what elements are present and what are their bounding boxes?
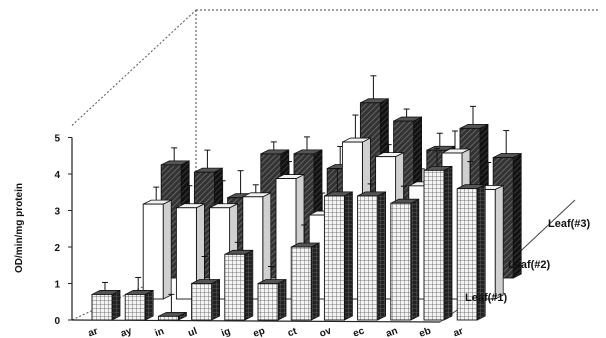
y-tick-label: 4	[54, 170, 60, 181]
x-tick-label: eb	[418, 325, 433, 338]
legend-label: Leaf(#3)	[548, 218, 591, 230]
bar-side	[377, 191, 386, 321]
bar	[290, 224, 320, 321]
x-tick-label: ul	[187, 326, 199, 338]
bar-side	[344, 191, 353, 321]
legend: Leaf(#1) Leaf(#2) Leaf(#3)	[465, 218, 591, 304]
y-tick-label: 3	[54, 207, 60, 218]
x-tick-label: ig	[220, 326, 232, 338]
y-tick-label: 2	[54, 243, 60, 254]
x-tick-label: ar	[87, 326, 100, 338]
x-tick-label: in	[153, 326, 165, 338]
bar-side	[443, 165, 453, 321]
bar-side	[111, 289, 121, 321]
x-tick-label: ov	[318, 325, 333, 338]
bar-front	[91, 294, 113, 321]
x-axis: ar ay in ul ig ep ct ov ec an eb ar	[71, 319, 465, 338]
bar-front	[257, 283, 279, 321]
bar-side	[410, 198, 420, 321]
x-tick-label: an	[385, 325, 400, 338]
y-axis-label: OD/min/mg protein	[14, 183, 25, 273]
bar-front	[290, 246, 312, 321]
bar	[456, 161, 486, 321]
bar-side	[211, 278, 220, 321]
bar	[224, 241, 254, 321]
x-tick-label: ar	[452, 326, 465, 338]
bar	[390, 185, 420, 321]
y-tick-label: 1	[54, 280, 60, 291]
legend-label: Leaf(#2)	[508, 259, 551, 271]
x-tick-label: ec	[352, 325, 367, 338]
bar-front	[142, 203, 164, 300]
bar	[323, 168, 353, 321]
bar-front	[224, 253, 246, 321]
bar-side	[494, 184, 504, 300]
x-tick-label: ct	[286, 326, 299, 338]
y-tick-label: 0	[54, 316, 60, 327]
bar-side	[244, 249, 254, 321]
bar-front	[456, 188, 478, 321]
x-axis-line	[71, 319, 441, 323]
bar	[357, 183, 386, 321]
bar	[257, 266, 287, 321]
bar	[191, 256, 220, 321]
bar-front	[191, 283, 213, 321]
side-wall-top-edge	[71, 9, 197, 126]
bar-front	[357, 195, 379, 321]
bar-group	[91, 75, 522, 321]
bar-side	[310, 242, 320, 321]
x-tick-label: ep	[252, 325, 267, 338]
bar-front	[390, 202, 412, 321]
bar	[142, 186, 172, 300]
bar-side	[277, 278, 287, 321]
y-axis: 0 1 2 3 4 5	[54, 134, 73, 327]
y-tick-label: 5	[54, 134, 60, 145]
bar-side	[144, 289, 154, 321]
bar	[423, 147, 453, 321]
bar	[124, 276, 154, 321]
bar-front	[323, 195, 345, 321]
bar	[175, 185, 205, 300]
bar-front	[124, 294, 146, 321]
legend-label: Leaf(#1)	[465, 292, 508, 304]
bar	[91, 281, 121, 321]
bar-front	[157, 315, 179, 321]
bar-front	[175, 207, 197, 300]
bar-front	[423, 169, 445, 321]
bar-side	[162, 199, 172, 300]
x-tick-label: ay	[119, 325, 134, 338]
